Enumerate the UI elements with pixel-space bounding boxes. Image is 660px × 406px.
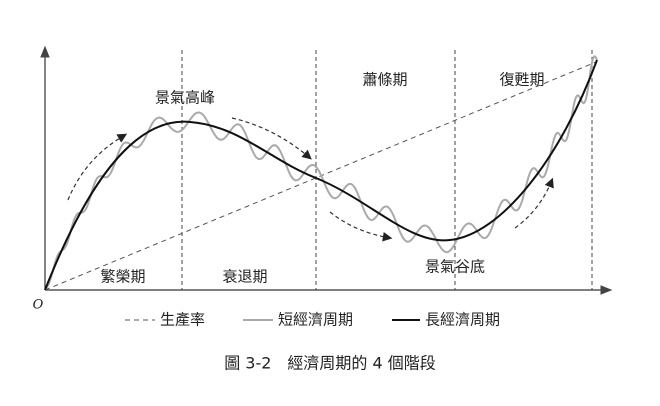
phase-label: 復甦期	[499, 71, 544, 89]
legend-label: 長經濟周期	[425, 311, 500, 329]
caption: 圖 3-2 經濟周期的 4 個階段	[224, 354, 436, 373]
origin-label: O	[33, 298, 44, 313]
phase-label: 繁榮期	[100, 268, 145, 286]
phase-label: 蕭條期	[362, 71, 407, 89]
phase-label: 衰退期	[222, 268, 267, 286]
phase-label: 景氣谷底	[425, 258, 485, 276]
legend-label: 生產率	[160, 311, 205, 329]
phase-label: 景氣高峰	[155, 89, 215, 107]
legend-label: 短經濟周期	[278, 311, 353, 329]
long-cycle	[44, 59, 598, 291]
direction-arrows	[67, 117, 554, 242]
phase-dividers	[181, 50, 593, 290]
short-cycle	[44, 55, 598, 291]
